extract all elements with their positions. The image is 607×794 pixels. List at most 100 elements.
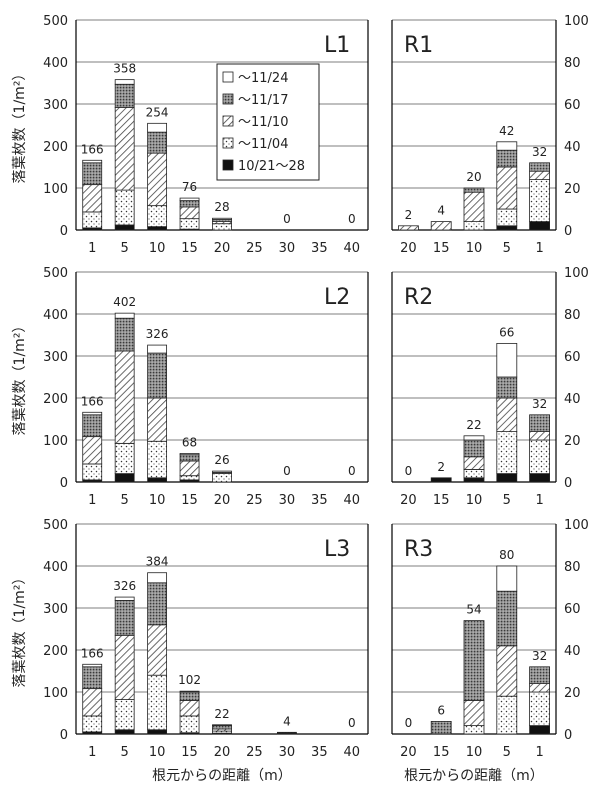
x-tick-label: 40 — [344, 745, 361, 760]
bar-segment — [212, 223, 232, 231]
x-tick-label: 30 — [279, 241, 296, 256]
bar-segment — [529, 414, 550, 432]
legend: 〜11/24 〜11/17 〜11/10 〜11/04 10/21〜28 — [216, 63, 320, 181]
bar-segment — [114, 473, 135, 483]
panel-r1: 0 20 40 60 80 100 20 2 15 4 10 20 5 42 1 32 R1 — [391, 14, 589, 256]
bar-segment — [463, 477, 485, 483]
bar-segment — [114, 699, 135, 731]
panel-label: R2 — [404, 285, 433, 310]
x-tick-label: 25 — [246, 493, 263, 508]
y-tick-label: 300 — [43, 602, 68, 617]
bar-segment — [82, 184, 103, 213]
panel-label: R3 — [404, 537, 433, 562]
y-tick-label: 200 — [43, 140, 68, 155]
total-value-label: 32 — [532, 649, 547, 663]
bar-segment — [179, 197, 200, 202]
total-value-label: 102 — [178, 673, 201, 687]
bar-segment — [147, 674, 168, 731]
bar-segment — [529, 221, 550, 231]
panel-label: R1 — [404, 33, 433, 58]
bar-segment — [496, 565, 518, 592]
legend-entry: 10/21〜28 — [238, 159, 305, 174]
bar-segment — [179, 691, 200, 701]
total-value-label: 22 — [214, 707, 229, 721]
y-tick-label: 80 — [564, 308, 581, 323]
x-tick-label: 30 — [279, 745, 296, 760]
y-tick-label: 80 — [564, 560, 581, 575]
bar-segment — [82, 436, 103, 465]
bar-segment — [463, 191, 485, 222]
bar-segment — [529, 179, 550, 223]
bar-segment — [82, 162, 103, 186]
y-tick-label: 0 — [564, 224, 572, 239]
bar-segment — [496, 695, 518, 735]
x-tick-label: 5 — [121, 241, 129, 256]
y-tick-label: 60 — [564, 602, 581, 617]
bar-segment — [114, 312, 135, 319]
bar-segment — [430, 721, 452, 735]
y-tick-label: 0 — [60, 224, 68, 239]
y-tick-label: 500 — [43, 266, 68, 281]
x-tick-label: 15 — [181, 241, 198, 256]
x-tick-label: 15 — [433, 493, 450, 508]
total-value-label: 2 — [405, 208, 413, 222]
bar-segment — [147, 122, 168, 133]
bar-segment — [147, 152, 168, 207]
y-tick-label: 0 — [60, 476, 68, 491]
bar-segment — [496, 590, 518, 647]
legend-entry: 〜11/10 — [238, 115, 288, 130]
bar-segment — [147, 477, 168, 483]
x-tick-label: 40 — [344, 241, 361, 256]
y-tick-label: 100 — [43, 182, 68, 197]
bar-segment — [496, 149, 518, 168]
y-tick-label: 60 — [564, 350, 581, 365]
x-tick-label: 20 — [214, 493, 231, 508]
bar-segment — [179, 460, 200, 477]
panel-label: L3 — [324, 537, 350, 562]
bar-segment — [529, 439, 550, 474]
y-tick-label: 100 — [564, 518, 589, 533]
y-tick-label: 40 — [564, 140, 581, 155]
x-tick-label: 15 — [181, 493, 198, 508]
bar-segment — [147, 729, 168, 735]
bar-segment — [114, 634, 135, 700]
bar-segment — [463, 468, 485, 479]
bar-segment — [463, 221, 485, 231]
y-axis-title-middle: 落葉枚数（1/m²） — [12, 319, 28, 436]
legend-entry: 〜11/17 — [238, 93, 288, 108]
bar-segment — [496, 208, 518, 227]
bar-segment — [147, 205, 168, 228]
panel-r3: 0 20 40 60 80 100 20 0 15 6 10 54 5 80 1 32 R3 — [391, 518, 589, 760]
y-tick-label: 0 — [60, 728, 68, 743]
x-tick-label: 10 — [149, 241, 166, 256]
bar-segment — [463, 439, 485, 458]
bar-segment — [212, 724, 232, 727]
bar-segment — [529, 431, 550, 441]
total-value-label: 358 — [113, 62, 136, 76]
total-value-label: 0 — [283, 464, 291, 478]
bar-segment — [496, 141, 518, 151]
bar-segment — [496, 376, 518, 399]
x-axis-title-left: 根元からの距離（m） — [152, 767, 292, 784]
bar-segment — [82, 666, 103, 690]
bar-segment — [496, 473, 518, 483]
legend-swatch — [222, 93, 234, 105]
total-value-label: 54 — [466, 603, 481, 617]
bar-segment — [179, 200, 200, 208]
x-tick-label: 25 — [246, 745, 263, 760]
total-value-label: 4 — [283, 714, 291, 728]
x-tick-label: 5 — [121, 745, 129, 760]
total-value-label: 254 — [146, 105, 169, 119]
x-tick-label: 15 — [181, 745, 198, 760]
total-value-label: 76 — [182, 180, 197, 194]
x-tick-label: 10 — [466, 493, 483, 508]
bar-segment — [114, 224, 135, 231]
y-tick-label: 500 — [43, 14, 68, 29]
x-tick-label: 20 — [400, 745, 417, 760]
legend-entry: 〜11/24 — [238, 71, 288, 86]
bar-segment — [496, 342, 518, 378]
total-value-label: 402 — [113, 295, 136, 309]
y-tick-label: 20 — [564, 434, 581, 449]
